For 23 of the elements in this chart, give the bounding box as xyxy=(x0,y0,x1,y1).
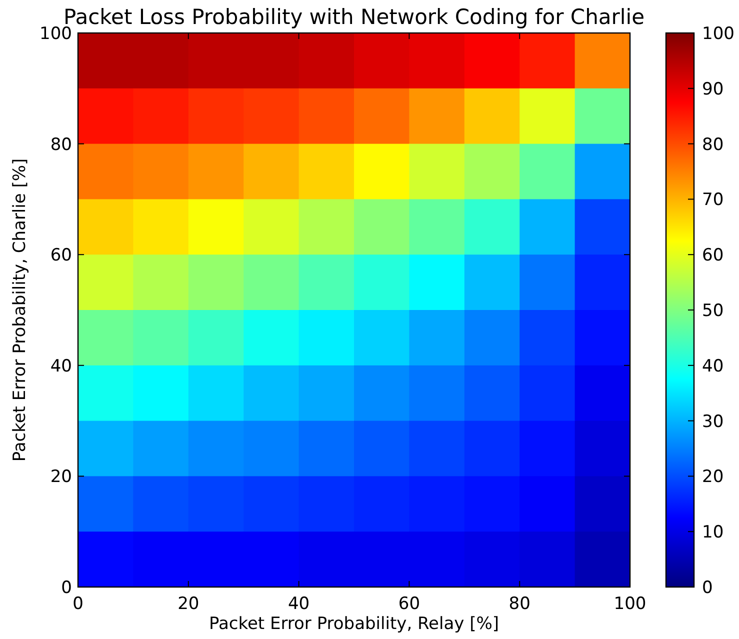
x-tick-label: 60 xyxy=(398,594,420,614)
color-bar-label: 70 xyxy=(702,190,724,210)
y-axis-title: Packet Error Probability, Charlie [%] xyxy=(10,158,30,462)
x-tick-label: 40 xyxy=(288,594,310,614)
color-bar-label: 0 xyxy=(702,578,713,598)
color-bar-label: 40 xyxy=(702,356,724,376)
y-tick-label: 60 xyxy=(50,246,72,266)
y-tick-label: 20 xyxy=(50,467,72,488)
color-bar-label: 10 xyxy=(702,522,724,543)
x-tick-label: 80 xyxy=(508,594,530,614)
color-bar-label: 50 xyxy=(702,301,724,321)
x-axis-title: Packet Error Probability, Relay [%] xyxy=(208,614,500,634)
color-bar-label: 100 xyxy=(702,24,734,44)
color-bar-label: 80 xyxy=(702,134,724,155)
x-tick-label: 20 xyxy=(178,594,200,614)
color-bar-label: 60 xyxy=(702,246,724,266)
color-bar-label: 30 xyxy=(702,412,724,432)
color-bar-label: 90 xyxy=(702,79,724,100)
color-bar-label: 20 xyxy=(702,467,724,488)
y-tick-label: 80 xyxy=(50,134,72,155)
x-tick-label: 100 xyxy=(614,594,646,614)
y-tick-label: 40 xyxy=(50,356,72,376)
y-tick-label: 0 xyxy=(61,578,72,598)
